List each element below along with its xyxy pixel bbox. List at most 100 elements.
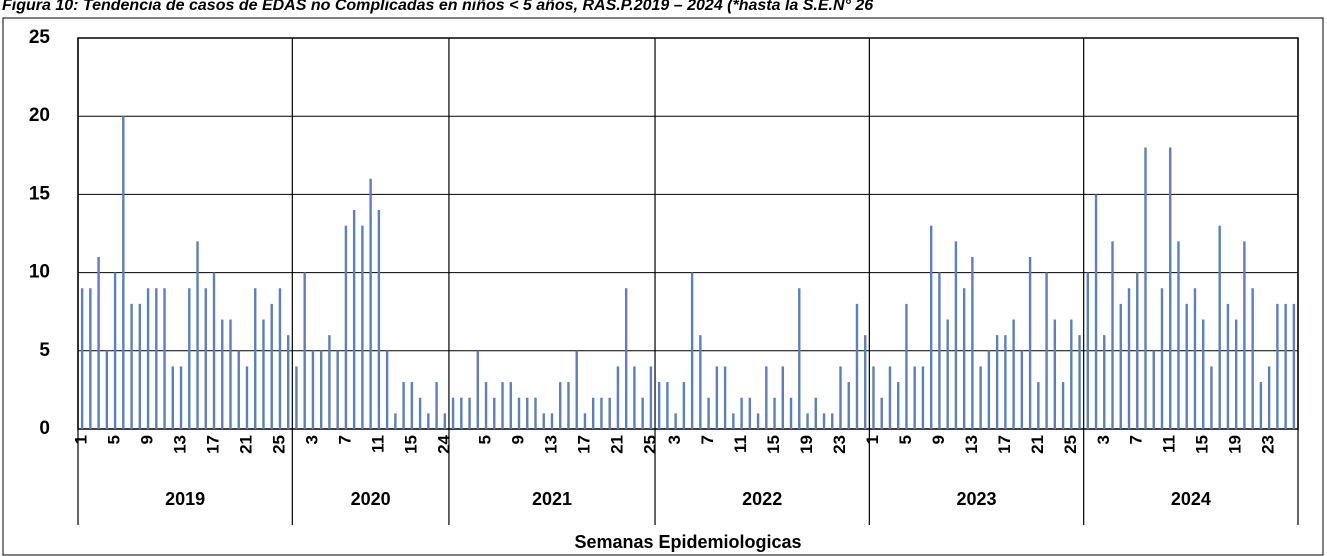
x-tick-label: 9 [929,435,948,444]
bar [344,225,348,429]
x-tick-label: 3 [1094,435,1113,444]
x-tick-label: 15 [764,435,783,454]
bar [1152,350,1155,429]
bar [1177,241,1180,429]
x-tick-label: 13 [171,435,190,454]
x-tick-label: 7 [1127,435,1146,444]
bar [954,241,958,429]
y-tick-label: 20 [29,105,50,126]
bar [89,288,92,429]
bar [592,397,595,429]
bar [732,413,735,429]
bar [262,319,265,429]
bar [410,382,414,429]
bar [394,413,397,429]
bar [608,397,611,429]
x-tick-label: 17 [203,435,222,454]
bar [682,382,686,429]
bar [493,397,496,429]
bar [1061,382,1065,429]
bar [1012,319,1015,429]
x-tick-label: 15 [401,435,420,454]
bar [971,256,974,429]
bar [616,366,620,429]
bar [385,350,389,429]
x-tick-label: 25 [640,435,659,454]
x-tick-label: 11 [368,435,387,453]
bar [1169,147,1172,430]
bar [1111,241,1114,429]
bar [649,366,653,429]
bar [600,397,603,429]
bar [1234,319,1238,429]
bar [155,288,158,429]
bar [105,350,109,429]
year-label: 2023 [956,489,996,509]
x-tick-label: 17 [995,435,1014,454]
bar [756,413,760,429]
bar [319,350,323,429]
bar [377,210,381,429]
bar [781,366,784,429]
bar [1078,335,1081,429]
bar [921,366,925,429]
bar [806,413,809,429]
x-tick-label: 11 [1160,435,1179,453]
bar [1251,288,1254,429]
bar [1136,272,1139,429]
bar [1144,147,1147,430]
bar [113,272,117,429]
bar [369,178,372,429]
bar [146,288,150,429]
bar [460,397,463,429]
year-label: 2024 [1171,489,1211,509]
bar [880,397,883,429]
bar [624,288,628,429]
bar [484,382,488,429]
bar [427,413,430,429]
bar [699,335,702,429]
chart-title: Figura 10: Tendencia de casos de EDAS no… [2,0,873,14]
bar [361,225,364,429]
bar [575,350,578,429]
bar [1086,272,1089,429]
x-tick-label: 11 [731,435,750,453]
bar [1243,241,1246,429]
bar [1226,303,1230,429]
bar [97,256,100,429]
x-tick-label: 23 [1259,435,1278,454]
x-tick-label: 7 [698,435,717,444]
bar [1202,319,1205,429]
bar [1284,303,1287,429]
year-label: 2020 [351,489,391,509]
bar [1094,194,1098,429]
bar [517,397,521,429]
bar [122,116,125,429]
x-tick-label: 3 [665,435,684,444]
bar [336,350,339,429]
bar [80,288,84,429]
bar [773,397,776,429]
bar [278,288,282,429]
bar [641,397,644,429]
bar [196,241,199,429]
bar [723,366,727,429]
bar [1160,288,1164,429]
y-tick-label: 25 [29,27,51,48]
bar [789,397,793,429]
bar [740,397,743,429]
bar [822,413,826,429]
bar [748,397,752,429]
bar [328,335,331,429]
bar [229,319,232,429]
x-tick-label: 21 [236,435,255,454]
bar [1210,366,1213,429]
bar [179,366,183,429]
bar [1119,303,1122,429]
bar [1259,382,1263,429]
y-tick-label: 5 [39,340,50,361]
year-label: 2022 [742,489,782,509]
x-tick-label: 1 [72,435,91,444]
x-tick-label: 23 [830,435,849,454]
bar [534,397,537,429]
